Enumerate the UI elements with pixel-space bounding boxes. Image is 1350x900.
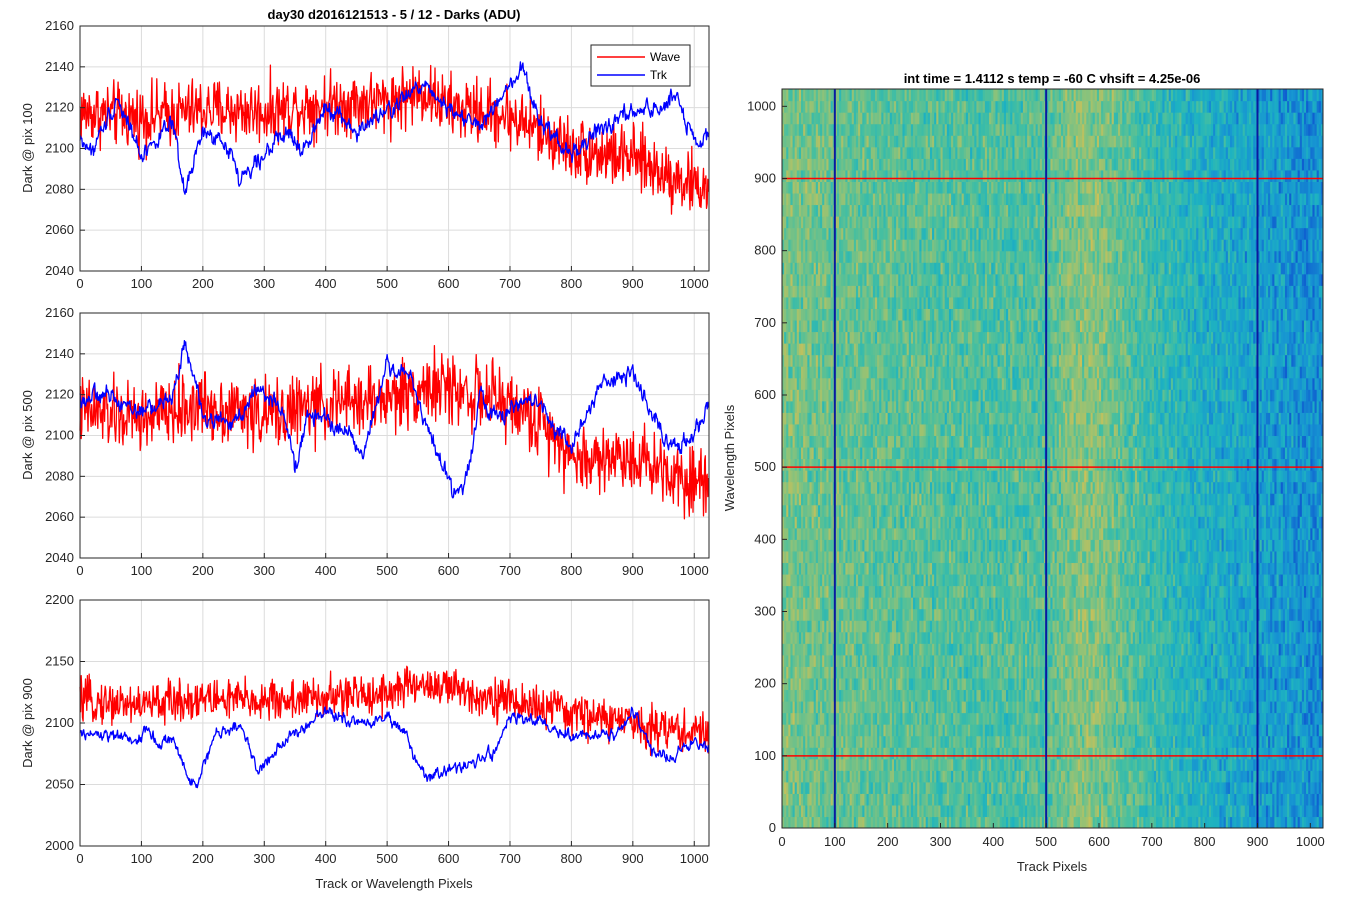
y-tick-label: 2040 <box>45 263 74 278</box>
panel-3-series <box>80 666 708 787</box>
x-tick-label: 400 <box>315 851 337 866</box>
x-tick-label: 100 <box>131 851 153 866</box>
y-tick-label: 2050 <box>45 777 74 792</box>
x-tick-label: 800 <box>561 851 583 866</box>
panel-3-ylabel: Dark @ pix 900 <box>20 678 35 768</box>
dark-pix-500-plot: 0 100 200 300 400 500 600 700 800 900 1000 2040 2060… <box>20 305 709 578</box>
x-tick-label: 100 <box>131 276 153 291</box>
x-tick-label: 100 <box>131 563 153 578</box>
x-tick-label: 0 <box>76 563 83 578</box>
x-tick-label: 400 <box>315 276 337 291</box>
y-tick-label: 2040 <box>45 550 74 565</box>
x-tick-label: 700 <box>499 851 521 866</box>
x-tick-label: 1000 <box>680 563 709 578</box>
x-tick-label: 300 <box>253 851 275 866</box>
panel-2-series <box>80 341 708 519</box>
panel-1-title: day30 d2016121513 - 5 / 12 - Darks (ADU) <box>268 7 521 22</box>
legend: Wave Trk <box>591 45 690 86</box>
dark-pix-100-plot: day30 d2016121513 - 5 / 12 - Darks (ADU)… <box>20 7 709 291</box>
x-tick-label: 700 <box>499 563 521 578</box>
y-tick-label: 2160 <box>45 305 74 320</box>
panel-2-ticks: 0 100 200 300 400 500 600 700 800 900 1000 2040 2060… <box>45 305 709 578</box>
y-tick-label: 2080 <box>45 468 74 483</box>
y-tick-label: 2150 <box>45 654 74 669</box>
x-tick-label: 500 <box>376 563 398 578</box>
x-tick-label: 300 <box>253 563 275 578</box>
x-tick-label: 1000 <box>680 276 709 291</box>
legend-trk-label: Trk <box>650 68 668 82</box>
x-tick-label: 900 <box>622 563 644 578</box>
x-tick-label: 400 <box>315 563 337 578</box>
heatmap-title: int time = 1.4112 s temp = -60 C vhsift … <box>904 71 1201 86</box>
panel-3-xlabel: Track or Wavelength Pixels <box>315 876 473 891</box>
x-tick-label: 200 <box>192 563 214 578</box>
x-tick-label: 900 <box>622 276 644 291</box>
x-tick-label: 800 <box>561 563 583 578</box>
y-tick-label: 2160 <box>45 18 74 33</box>
x-tick-label: 700 <box>499 276 521 291</box>
dark-image-heatmap: int time = 1.4112 s temp = -60 C vhsift … <box>722 71 1325 874</box>
x-tick-label: 1000 <box>680 851 709 866</box>
y-tick-label: 2140 <box>45 346 74 361</box>
y-tick-label: 2000 <box>45 838 74 853</box>
x-tick-label: 800 <box>561 276 583 291</box>
panel-2-ylabel: Dark @ pix 500 <box>20 390 35 480</box>
x-tick-label: 0 <box>76 276 83 291</box>
y-tick-label: 2120 <box>45 387 74 402</box>
x-tick-label: 0 <box>76 851 83 866</box>
y-tick-label: 2100 <box>45 428 74 443</box>
y-tick-label: 2100 <box>45 715 74 730</box>
x-tick-label: 200 <box>192 851 214 866</box>
x-tick-label: 900 <box>622 851 644 866</box>
x-tick-label: 500 <box>376 276 398 291</box>
x-tick-label: 200 <box>192 276 214 291</box>
x-tick-label: 600 <box>438 276 460 291</box>
y-tick-label: 2120 <box>45 100 74 115</box>
y-tick-label: 2140 <box>45 59 74 74</box>
x-tick-label: 300 <box>253 276 275 291</box>
panel-2-grid <box>80 313 709 558</box>
y-tick-label: 2060 <box>45 222 74 237</box>
trk-series-line <box>80 707 708 788</box>
wave-series-line <box>80 65 708 214</box>
legend-wave-label: Wave <box>650 50 681 64</box>
y-tick-label: 2060 <box>45 509 74 524</box>
x-tick-label: 500 <box>376 851 398 866</box>
y-tick-label: 2080 <box>45 181 74 196</box>
panel-1-ylabel: Dark @ pix 100 <box>20 103 35 193</box>
y-tick-label: 2200 <box>45 592 74 607</box>
y-tick-label: 2100 <box>45 141 74 156</box>
x-tick-label: 600 <box>438 851 460 866</box>
dark-pix-900-plot: 0 100 200 300 400 500 600 700 800 900 1000 2000 2050… <box>20 592 709 891</box>
heatmap-cells <box>782 89 1324 829</box>
x-tick-label: 600 <box>438 563 460 578</box>
